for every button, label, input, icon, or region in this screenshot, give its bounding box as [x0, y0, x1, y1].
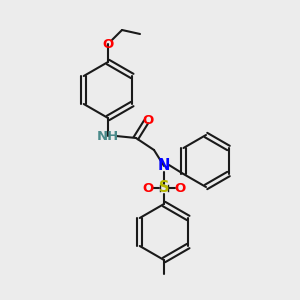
- Text: NH: NH: [97, 130, 119, 142]
- Text: O: O: [174, 182, 186, 194]
- Text: O: O: [142, 113, 154, 127]
- Text: O: O: [102, 38, 114, 50]
- Text: O: O: [142, 182, 154, 194]
- Text: N: N: [158, 158, 170, 173]
- Text: S: S: [159, 181, 169, 196]
